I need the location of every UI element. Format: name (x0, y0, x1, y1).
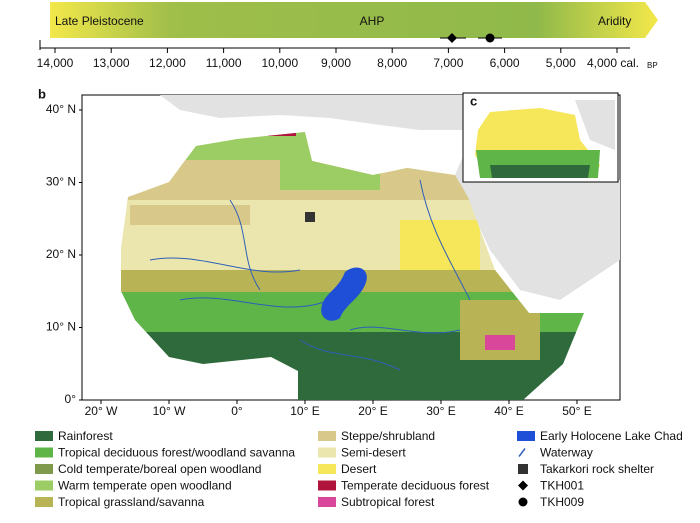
legend-label: Tropical deciduous forest/woodland savan… (58, 446, 295, 460)
legend-swatch (35, 480, 53, 491)
legend-swatch (35, 447, 53, 458)
tick-label: 13,000 (93, 56, 130, 70)
inset-label: c (470, 93, 477, 108)
legend-label: Rainforest (58, 429, 113, 443)
takarkori-marker (305, 212, 315, 222)
tkh009-marker (485, 33, 495, 43)
legend-swatch (318, 480, 336, 491)
phase-label: Late Pleistocene (55, 14, 144, 28)
lat-label: 40° N (46, 102, 76, 116)
lon-label: 10° W (153, 404, 186, 418)
legend-swatch (517, 431, 535, 441)
lat-label: 10° N (46, 320, 76, 334)
legend-label: Takarkori rock shelter (540, 462, 654, 476)
legend-label: Waterway (540, 446, 593, 460)
tick-unit: BP (647, 61, 658, 70)
legend-label: Temperate deciduous forest (341, 479, 490, 493)
tick-label: 6,000 (490, 56, 520, 70)
legend-label: Warm temperate open woodland (58, 479, 232, 493)
legend-circle (518, 497, 528, 507)
legend-label: TKH009 (540, 495, 584, 509)
tick-label: 5,000 (546, 56, 576, 70)
timeline-bar (50, 2, 658, 38)
legend-label: Desert (341, 462, 377, 476)
legend-swatch (318, 464, 336, 474)
legend-swatch (35, 464, 53, 474)
tick-label: 4,000 cal. (587, 56, 639, 70)
tick-label: 9,000 (321, 56, 351, 70)
lon-label: 0° (231, 404, 243, 418)
tick-label: 14,000 (37, 56, 74, 70)
legend-swatch (318, 447, 336, 458)
lon-label: 10° E (290, 404, 319, 418)
legend-label: Cold temperate/boreal open woodland (58, 462, 261, 476)
legend-square (518, 464, 528, 474)
legend-label: TKH001 (540, 479, 584, 493)
tick-label: 12,000 (149, 56, 186, 70)
tick-label: 7,000 (433, 56, 463, 70)
lon-label: 40° E (494, 404, 523, 418)
lat-label: 20° N (46, 247, 76, 261)
lon-label: 20° W (85, 404, 118, 418)
europe (160, 95, 560, 130)
phase-label: AHP (360, 14, 385, 28)
legend-swatch (35, 497, 53, 507)
lat-label: 30° N (46, 175, 76, 189)
tick-label: 10,000 (261, 56, 298, 70)
lat-label: 0° (65, 392, 77, 406)
tick-label: 8,000 (377, 56, 407, 70)
legend-swatch (318, 497, 336, 507)
tick-label: 11,000 (206, 56, 242, 70)
legend-label: Subtropical forest (341, 495, 435, 509)
legend-label: Early Holocene Lake Chad (540, 429, 683, 443)
lon-label: 20° E (358, 404, 387, 418)
legend-line (518, 448, 526, 457)
legend-label: Semi-desert (341, 446, 406, 460)
legend-swatch (318, 431, 336, 441)
legend-label: Tropical grassland/savanna (58, 495, 205, 509)
panel-label: b (38, 86, 46, 101)
lon-label: 50° E (562, 404, 591, 418)
legend-label: Steppe/shrubland (341, 429, 435, 443)
lon-label: 30° E (426, 404, 455, 418)
tkh001-marker (447, 33, 457, 43)
phase-label: Aridity (598, 14, 631, 28)
legend-diamond (518, 480, 528, 491)
legend-swatch (35, 431, 53, 441)
